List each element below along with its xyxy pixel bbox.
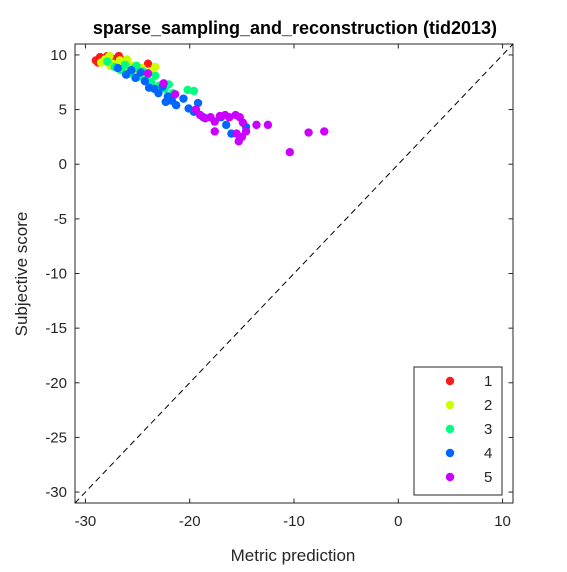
- data-point: [285, 147, 295, 157]
- series-5: [143, 69, 329, 157]
- y-axis-label: Subjective score: [12, 212, 31, 337]
- data-point: [120, 60, 130, 69]
- data-point: [143, 59, 153, 68]
- data-point: [179, 94, 188, 103]
- legend-marker: [445, 424, 455, 434]
- y-tick-label: -30: [45, 484, 67, 501]
- data-point: [170, 90, 180, 99]
- data-point: [210, 127, 219, 136]
- y-tick-label: 5: [59, 102, 67, 119]
- data-point: [193, 98, 203, 108]
- legend-label: 2: [484, 397, 492, 414]
- data-point: [143, 69, 153, 78]
- legend: 1 2 3 4 5: [413, 366, 503, 496]
- data-point: [151, 71, 160, 80]
- chart-title: sparse_sampling_and_reconstruction (tid2…: [93, 18, 497, 38]
- legend-marker: [445, 376, 455, 386]
- y-tick-label: -10: [45, 266, 67, 283]
- legend-marker: [445, 448, 455, 458]
- data-point: [140, 76, 150, 86]
- data-point: [234, 137, 243, 146]
- data-point: [320, 127, 329, 136]
- y-tick-label: -15: [45, 320, 67, 337]
- data-point: [210, 117, 219, 126]
- y-tick-label: -5: [54, 211, 67, 228]
- legend-label: 5: [484, 469, 492, 486]
- diagonal-reference-line: [74, 43, 514, 504]
- x-tick-label: 10: [494, 513, 511, 530]
- data-point: [154, 88, 163, 98]
- legend-label: 3: [484, 421, 492, 438]
- data-point: [183, 85, 192, 95]
- x-tick-label: -30: [75, 513, 97, 530]
- data-point: [103, 57, 112, 66]
- data-point: [136, 68, 145, 77]
- legend-label: 4: [484, 445, 492, 462]
- data-point: [127, 66, 136, 75]
- y-tick-label: 10: [50, 47, 67, 64]
- y-tick-label: -25: [45, 429, 67, 446]
- data-point: [159, 79, 168, 88]
- data-point: [222, 120, 231, 130]
- data-point: [161, 97, 170, 107]
- series-4: [113, 63, 251, 138]
- data-point: [151, 62, 160, 72]
- data-point: [131, 73, 140, 83]
- data-point: [238, 118, 248, 127]
- legend-marker: [445, 472, 455, 482]
- x-tick-label: 0: [394, 513, 402, 530]
- x-tick-label: -20: [179, 513, 201, 530]
- data-point: [232, 129, 241, 138]
- legend-marker: [445, 400, 455, 410]
- plot-area: -30 -20 -10 0 10 10 5 0 -5 -10 -15 -20 -25 -30: [45, 43, 514, 530]
- x-tick-label: -10: [283, 513, 305, 530]
- data-point: [252, 120, 261, 130]
- data-point: [304, 128, 313, 137]
- data-point: [189, 86, 199, 96]
- legend-label: 1: [484, 373, 492, 390]
- y-tick-label: 0: [59, 156, 67, 173]
- data-point: [113, 63, 122, 73]
- x-axis-label: Metric prediction: [231, 546, 356, 565]
- data-point: [263, 120, 273, 130]
- legend-box: [413, 366, 503, 496]
- y-tick-label: -20: [45, 375, 67, 392]
- data-point: [171, 101, 181, 110]
